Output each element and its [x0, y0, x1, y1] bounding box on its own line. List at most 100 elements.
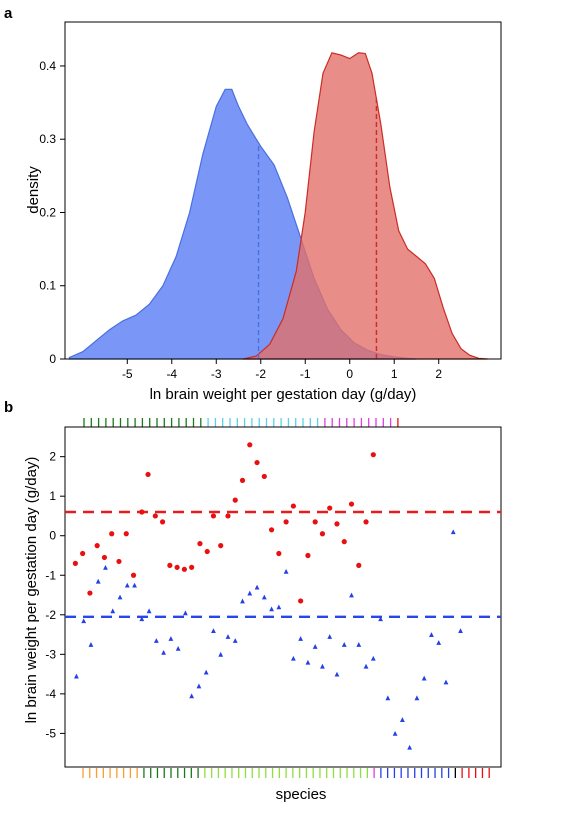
mean-lines — [257, 98, 378, 359]
point-triangle — [363, 663, 369, 669]
point-circle — [298, 598, 304, 604]
y-tick-label: 0.1 — [39, 279, 56, 293]
x-tick-label: 0 — [346, 367, 353, 381]
point-triangle — [305, 659, 311, 665]
point-circle — [254, 459, 260, 466]
point-circle — [232, 497, 238, 503]
point-circle — [319, 531, 326, 537]
point-triangle — [261, 594, 267, 600]
point-triangle — [183, 610, 188, 616]
point-circle — [87, 590, 93, 596]
density-panel: -5 -4 -3 -2 -1 0 1 2 0 0.1 0.2 0.3 0.4 ln brain wei… — [25, 21, 502, 403]
x-tick-label: -3 — [211, 367, 222, 381]
point-triangle — [399, 717, 405, 722]
point-circle — [159, 519, 166, 525]
point-triangle — [81, 618, 87, 624]
point-triangle — [117, 594, 123, 600]
point-triangle — [103, 564, 108, 570]
plot-a-frame — [64, 21, 502, 360]
y-axis-title-a: density — [25, 166, 42, 214]
x-tick-label: 2 — [435, 367, 442, 381]
point-triangle — [132, 582, 137, 588]
point-circle — [139, 509, 145, 515]
y-tick-label-b: -4 — [45, 687, 56, 701]
point-circle — [210, 513, 217, 519]
point-circle — [72, 560, 78, 566]
bottom-rug — [82, 768, 490, 778]
y-tick-label-b: 2 — [49, 450, 56, 464]
point-triangle — [443, 679, 449, 685]
point-circle — [130, 572, 137, 578]
point-circle — [167, 562, 173, 568]
point-circle — [145, 471, 151, 478]
y-tick-label: 0.4 — [39, 59, 56, 73]
point-triangle — [247, 590, 253, 596]
point-triangle — [74, 673, 79, 679]
x-axis-title-b: species — [276, 786, 327, 803]
point-triangle — [276, 604, 282, 610]
x-tick-label: 1 — [391, 367, 398, 381]
point-triangle — [349, 592, 354, 598]
point-triangle — [290, 655, 296, 661]
point-circle — [109, 531, 115, 537]
x-tick-label: -2 — [255, 367, 266, 381]
point-triangle — [436, 640, 442, 645]
point-triangle — [95, 578, 101, 584]
point-circle — [94, 543, 100, 549]
x-tick-label: -1 — [300, 367, 311, 381]
x-tick-label: -4 — [166, 367, 177, 381]
point-triangle — [327, 634, 333, 639]
point-triangle — [175, 645, 181, 651]
point-circle — [312, 519, 318, 525]
point-triangle — [298, 636, 304, 641]
point-circle — [80, 550, 86, 557]
point-triangle — [429, 632, 434, 637]
point-triangle — [320, 663, 325, 669]
point-triangle — [88, 642, 94, 647]
point-triangle — [269, 606, 274, 612]
panel-a-letter: a — [4, 5, 13, 22]
y-axis-ticks-b: 2 1 0 -1 -2 -3 -4 -5 — [45, 450, 65, 740]
point-circle — [174, 564, 180, 570]
point-circle — [268, 527, 275, 533]
point-circle — [341, 539, 347, 545]
point-circle — [356, 562, 362, 568]
point-circle — [327, 505, 333, 511]
scatter-panel: 2 1 0 -1 -2 -3 -4 -5 species ln brain weight pe… — [23, 418, 502, 803]
point-triangle — [414, 695, 420, 701]
point-triangle — [124, 582, 130, 588]
point-circle — [204, 548, 210, 555]
y-tick-label-b: -5 — [45, 726, 56, 740]
point-circle — [218, 543, 224, 549]
point-triangle — [450, 529, 456, 535]
point-triangle — [110, 608, 116, 614]
point-circle — [189, 564, 195, 570]
point-circle — [290, 503, 296, 509]
y-tick-label-b: 1 — [49, 489, 56, 503]
point-triangle — [254, 584, 260, 590]
point-triangle — [232, 638, 238, 643]
point-circle — [197, 541, 203, 547]
point-circle — [283, 519, 289, 525]
point-triangle — [146, 608, 152, 614]
x-axis-title-a: ln brain weight per gestation day (g/day… — [150, 386, 417, 403]
point-circle — [370, 452, 376, 458]
y-tick-label-b: 0 — [49, 529, 56, 543]
point-triangle — [225, 634, 231, 639]
y-tick-label-b: -1 — [45, 568, 56, 582]
point-circle — [116, 558, 122, 565]
y-tick-label: 0.3 — [39, 132, 56, 146]
point-circle — [239, 477, 246, 483]
point-triangle — [378, 616, 383, 622]
point-circle — [101, 554, 108, 561]
point-triangle — [421, 675, 427, 681]
x-axis-ticks: -5 -4 -3 -2 -1 0 1 2 — [122, 359, 442, 381]
plot-b-frame — [64, 426, 502, 768]
point-circle — [348, 501, 355, 507]
y-tick-label-b: -3 — [45, 647, 56, 661]
scatter-points — [72, 442, 463, 750]
point-triangle — [283, 568, 289, 574]
y-axis-ticks: 0 0.1 0.2 0.3 0.4 — [39, 59, 65, 366]
point-triangle — [168, 636, 174, 641]
point-triangle — [153, 638, 159, 643]
